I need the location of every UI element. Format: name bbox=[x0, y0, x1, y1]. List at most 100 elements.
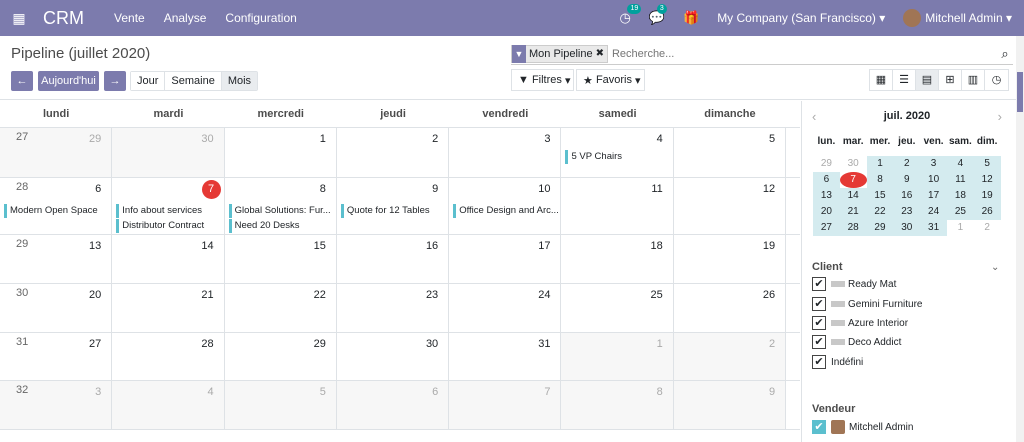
remove-facet-icon[interactable]: ✖ bbox=[595, 48, 604, 59]
calendar-day-cell[interactable]: 24 bbox=[449, 284, 562, 332]
today-button[interactable]: Aujourd'hui bbox=[38, 71, 99, 91]
mini-day[interactable]: 27 bbox=[813, 220, 840, 236]
checkbox-checked[interactable]: ✔ bbox=[812, 316, 826, 330]
calendar-day-cell[interactable]: 3 bbox=[449, 128, 562, 177]
calendar-day-cell[interactable]: 22 bbox=[224, 284, 337, 332]
calendar-event[interactable]: Info about services bbox=[116, 204, 221, 218]
calendar-view-icon[interactable]: ▤ bbox=[916, 70, 939, 90]
mini-day[interactable]: 22 bbox=[866, 204, 894, 220]
calendar-day-cell[interactable]: 28 6 Modern Open Space bbox=[0, 178, 113, 234]
calendar-day-cell[interactable]: 25 bbox=[561, 284, 674, 332]
menu-analyse[interactable]: Analyse bbox=[163, 11, 207, 25]
search-facet[interactable]: ▼ Mon Pipeline ✖ bbox=[511, 44, 608, 63]
scrollbar-thumb[interactable] bbox=[1017, 72, 1023, 112]
calendar-event[interactable]: Distributor Contract bbox=[116, 219, 221, 233]
mini-day[interactable]: 2 bbox=[893, 156, 921, 172]
mini-day[interactable]: 6 bbox=[813, 172, 840, 188]
kanban-view-icon[interactable]: ▦ bbox=[870, 70, 893, 90]
mini-day[interactable]: 28 bbox=[839, 220, 867, 236]
calendar-day-cell[interactable]: 29 bbox=[224, 333, 337, 380]
checkbox-checked[interactable]: ✔ bbox=[812, 335, 826, 349]
mini-day[interactable]: 26 bbox=[973, 204, 1001, 220]
gift-icon[interactable]: 🎁 bbox=[683, 10, 700, 25]
calendar-event[interactable]: Quote for 12 Tables bbox=[340, 204, 446, 218]
mini-day[interactable]: 1 bbox=[957, 222, 964, 233]
calendar-day-cell[interactable]: 8 Global Solutions: Fur... Need 20 Desks bbox=[224, 178, 337, 234]
mini-day[interactable]: 24 bbox=[920, 204, 947, 220]
calendar-day-cell[interactable]: 2 bbox=[336, 128, 450, 177]
mini-day[interactable]: 11 bbox=[946, 172, 974, 188]
next-button[interactable]: → bbox=[104, 71, 126, 91]
mini-day[interactable]: 25 bbox=[946, 204, 974, 220]
menu-vente[interactable]: Vente bbox=[114, 11, 145, 25]
mini-day[interactable]: 14 bbox=[839, 188, 867, 204]
favorites-dropdown[interactable]: ★ Favoris ▾ bbox=[576, 69, 645, 91]
client-filter-item[interactable]: ✔ Ready Mat bbox=[812, 277, 896, 291]
calendar-day-cell[interactable]: 23 bbox=[336, 284, 450, 332]
filters-dropdown[interactable]: ▼ Filtres ▾ bbox=[511, 69, 574, 91]
mini-day[interactable]: 2 bbox=[984, 222, 990, 233]
calendar-event[interactable]: Modern Open Space bbox=[4, 204, 109, 218]
calendar-event[interactable]: Global Solutions: Fur... bbox=[228, 204, 334, 218]
checkbox-checked[interactable]: ✔ bbox=[812, 277, 826, 291]
mini-day[interactable]: 16 bbox=[893, 188, 921, 204]
calendar-day-cell[interactable]: 15 bbox=[224, 235, 337, 283]
app-brand[interactable]: CRM bbox=[43, 7, 84, 28]
mini-day[interactable]: 30 bbox=[893, 220, 921, 236]
calendar-day-cell[interactable]: 11 bbox=[561, 178, 674, 234]
calendar-day-cell[interactable]: 30 bbox=[112, 128, 225, 177]
calendar-day-cell[interactable]: 27 29 bbox=[0, 128, 113, 177]
graph-view-icon[interactable]: ▥ bbox=[962, 70, 985, 90]
mini-day[interactable]: 17 bbox=[920, 188, 947, 204]
checkbox-checked[interactable]: ✔ bbox=[812, 355, 826, 369]
mini-day[interactable]: 12 bbox=[973, 172, 1001, 188]
scale-week-button[interactable]: Semaine bbox=[165, 72, 222, 90]
calendar-event[interactable]: 5 VP Chairs bbox=[565, 150, 670, 164]
mini-day[interactable]: 8 bbox=[866, 172, 894, 188]
scale-day-button[interactable]: Jour bbox=[131, 72, 166, 90]
activity-icon[interactable]: ◷ 19 bbox=[619, 4, 642, 26]
calendar-event[interactable]: Need 20 Desks bbox=[228, 219, 334, 233]
user-menu[interactable]: Mitchell Admin ▾ bbox=[903, 9, 1012, 27]
calendar-day-cell[interactable]: 4 5 VP Chairs bbox=[561, 128, 674, 177]
calendar-day-cell[interactable]: 4 bbox=[112, 381, 225, 429]
mini-day[interactable]: 3 bbox=[920, 156, 947, 172]
apps-menu-icon[interactable]: ▦ bbox=[12, 9, 26, 26]
calendar-day-cell[interactable]: 10 Office Design and Arc... bbox=[449, 178, 562, 234]
mini-next-icon[interactable]: › bbox=[997, 109, 1002, 124]
calendar-day-cell[interactable]: 30 20 bbox=[0, 284, 113, 332]
calendar-day-cell[interactable]: 14 bbox=[112, 235, 225, 283]
menu-configuration[interactable]: Configuration bbox=[225, 11, 297, 25]
mini-day[interactable]: 29 bbox=[820, 158, 832, 169]
search-input[interactable] bbox=[611, 47, 997, 60]
vendeur-filter-item[interactable]: ✔ Mitchell Admin bbox=[812, 420, 913, 434]
calendar-day-cell[interactable]: 31 27 bbox=[0, 333, 113, 380]
calendar-day-cell[interactable]: 6 bbox=[336, 381, 450, 429]
mini-day[interactable]: 15 bbox=[866, 188, 894, 204]
calendar-day-cell[interactable]: 5 bbox=[224, 381, 337, 429]
calendar-day-cell[interactable]: 26 bbox=[673, 284, 787, 332]
mini-day[interactable]: 1 bbox=[866, 156, 894, 172]
client-filter-item[interactable]: ✔ Indéfini bbox=[812, 355, 863, 369]
calendar-day-cell[interactable]: 30 bbox=[336, 333, 450, 380]
calendar-day-cell[interactable]: 2 bbox=[673, 333, 787, 380]
calendar-day-cell[interactable]: 9 bbox=[673, 381, 787, 429]
pivot-view-icon[interactable]: ⊞ bbox=[939, 70, 962, 90]
prev-button[interactable]: ← bbox=[11, 71, 33, 91]
company-switcher[interactable]: My Company (San Francisco) ▾ bbox=[717, 11, 886, 25]
mini-prev-icon[interactable]: ‹ bbox=[812, 109, 817, 124]
mini-day[interactable]: 20 bbox=[813, 204, 840, 220]
mini-day[interactable]: 4 bbox=[946, 156, 974, 172]
scale-month-button[interactable]: Mois bbox=[221, 72, 258, 90]
client-filter-item[interactable]: ✔ Azure Interior bbox=[812, 316, 908, 330]
calendar-day-cell[interactable]: 16 bbox=[336, 235, 450, 283]
calendar-day-cell[interactable]: 1 bbox=[561, 333, 674, 380]
checkbox-checked[interactable]: ✔ bbox=[812, 297, 826, 311]
client-filter-item[interactable]: ✔ Gemini Furniture bbox=[812, 297, 922, 311]
activity-view-icon[interactable]: ◷ bbox=[985, 70, 1008, 90]
calendar-day-cell[interactable]: 7 Info about services Distributor Contract bbox=[112, 178, 225, 234]
calendar-day-cell[interactable]: 8 bbox=[561, 381, 674, 429]
calendar-day-cell[interactable]: 32 3 bbox=[0, 381, 113, 429]
calendar-day-cell[interactable]: 29 13 bbox=[0, 235, 113, 283]
calendar-day-cell[interactable]: 1 bbox=[224, 128, 337, 177]
